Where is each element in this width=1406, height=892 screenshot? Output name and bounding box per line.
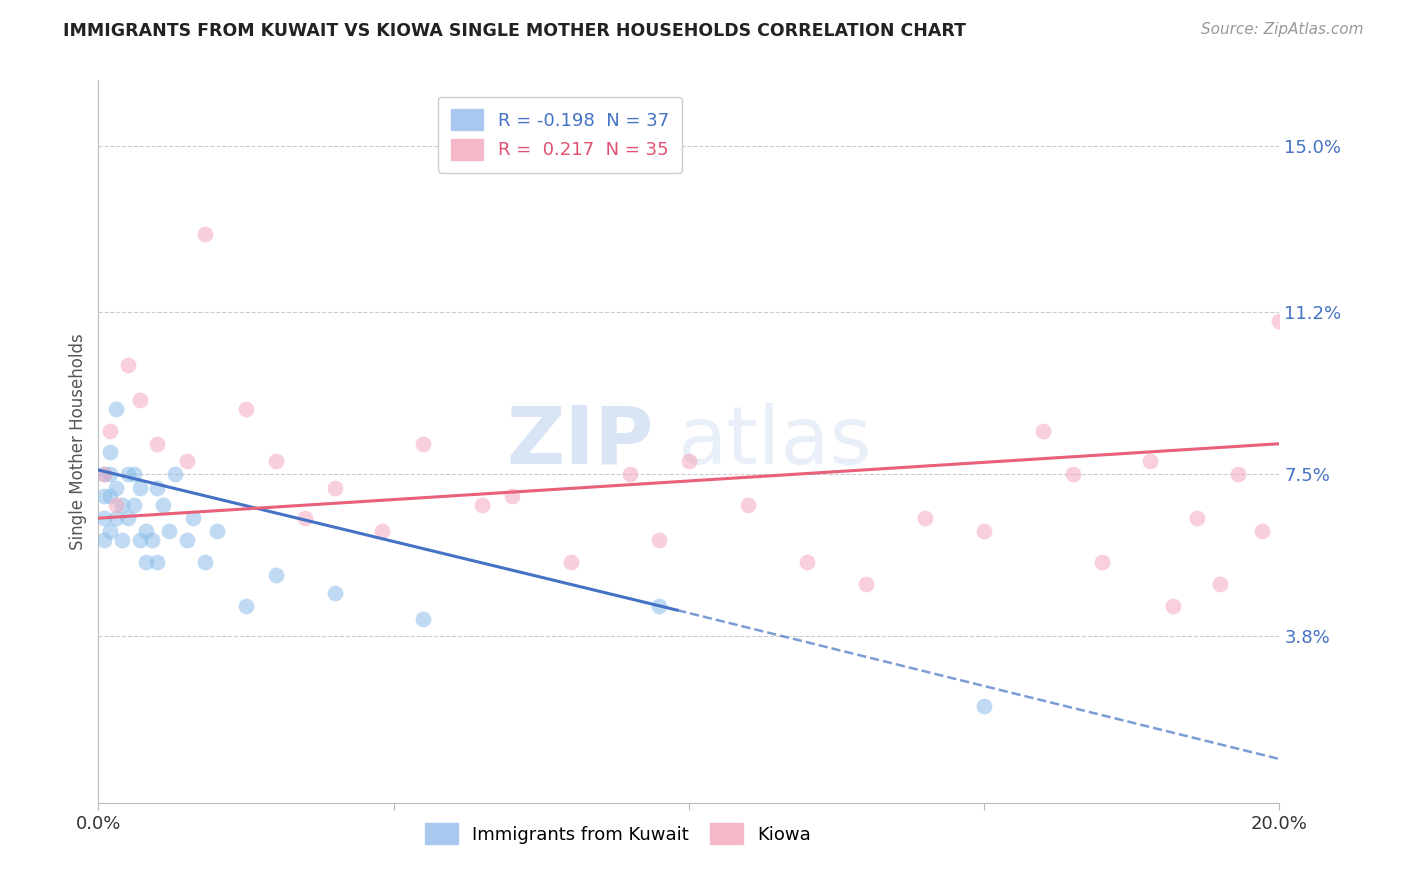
Point (128, 533, 150, 547)
Point (471, 498, 494, 512)
Point (1161, 599, 1184, 613)
Point (323, 481, 346, 495)
Text: ZIP: ZIP (506, 402, 654, 481)
Point (111, 533, 134, 547)
Point (1250, 524, 1272, 539)
Point (973, 524, 995, 539)
Point (1139, 454, 1161, 468)
Point (737, 498, 759, 512)
Point (1185, 511, 1208, 525)
Point (105, 481, 128, 495)
Point (93, 467, 115, 482)
Point (93, 467, 115, 482)
Text: atlas: atlas (678, 402, 872, 481)
Point (105, 401, 128, 416)
Point (176, 454, 198, 468)
Point (412, 612, 434, 626)
Point (323, 585, 346, 599)
Point (412, 436, 434, 450)
Point (135, 524, 157, 539)
Point (98, 424, 121, 438)
Point (264, 568, 287, 582)
Point (560, 555, 582, 569)
Y-axis label: Single Mother Households: Single Mother Households (69, 334, 87, 549)
Point (128, 481, 150, 495)
Point (1062, 467, 1084, 482)
Point (98, 445, 121, 459)
Point (122, 467, 145, 482)
Point (98, 524, 121, 539)
Point (1209, 577, 1232, 591)
Point (1091, 555, 1114, 569)
Point (1032, 424, 1054, 438)
Point (1268, 314, 1291, 328)
Point (146, 436, 169, 450)
Point (235, 599, 257, 613)
Point (98, 467, 121, 482)
Text: IMMIGRANTS FROM KUWAIT VS KIOWA SINGLE MOTHER HOUSEHOLDS CORRELATION CHART: IMMIGRANTS FROM KUWAIT VS KIOWA SINGLE M… (63, 22, 966, 40)
Legend: Immigrants from Kuwait, Kiowa: Immigrants from Kuwait, Kiowa (418, 816, 818, 852)
Point (122, 498, 145, 512)
Point (501, 489, 523, 503)
Point (648, 599, 671, 613)
Point (146, 555, 169, 569)
Point (98, 489, 121, 503)
Point (855, 577, 877, 591)
Point (152, 498, 174, 512)
Point (648, 533, 671, 547)
Point (194, 227, 217, 241)
Point (135, 555, 157, 569)
Point (165, 467, 187, 482)
Point (176, 533, 198, 547)
Point (105, 498, 128, 512)
Point (194, 555, 217, 569)
Point (371, 524, 394, 539)
Point (105, 511, 128, 525)
Text: Source: ZipAtlas.com: Source: ZipAtlas.com (1201, 22, 1364, 37)
Point (117, 358, 139, 372)
Point (619, 467, 641, 482)
Point (796, 555, 818, 569)
Point (93, 533, 115, 547)
Point (111, 498, 134, 512)
Point (181, 511, 204, 525)
Point (128, 392, 150, 407)
Point (146, 481, 169, 495)
Point (141, 533, 163, 547)
Point (264, 454, 287, 468)
Point (93, 489, 115, 503)
Point (205, 524, 228, 539)
Point (973, 699, 995, 714)
Point (294, 511, 316, 525)
Point (678, 454, 700, 468)
Point (1227, 467, 1250, 482)
Point (117, 511, 139, 525)
Point (235, 401, 257, 416)
Point (117, 467, 139, 482)
Point (93, 511, 115, 525)
Point (914, 511, 936, 525)
Point (157, 524, 180, 539)
